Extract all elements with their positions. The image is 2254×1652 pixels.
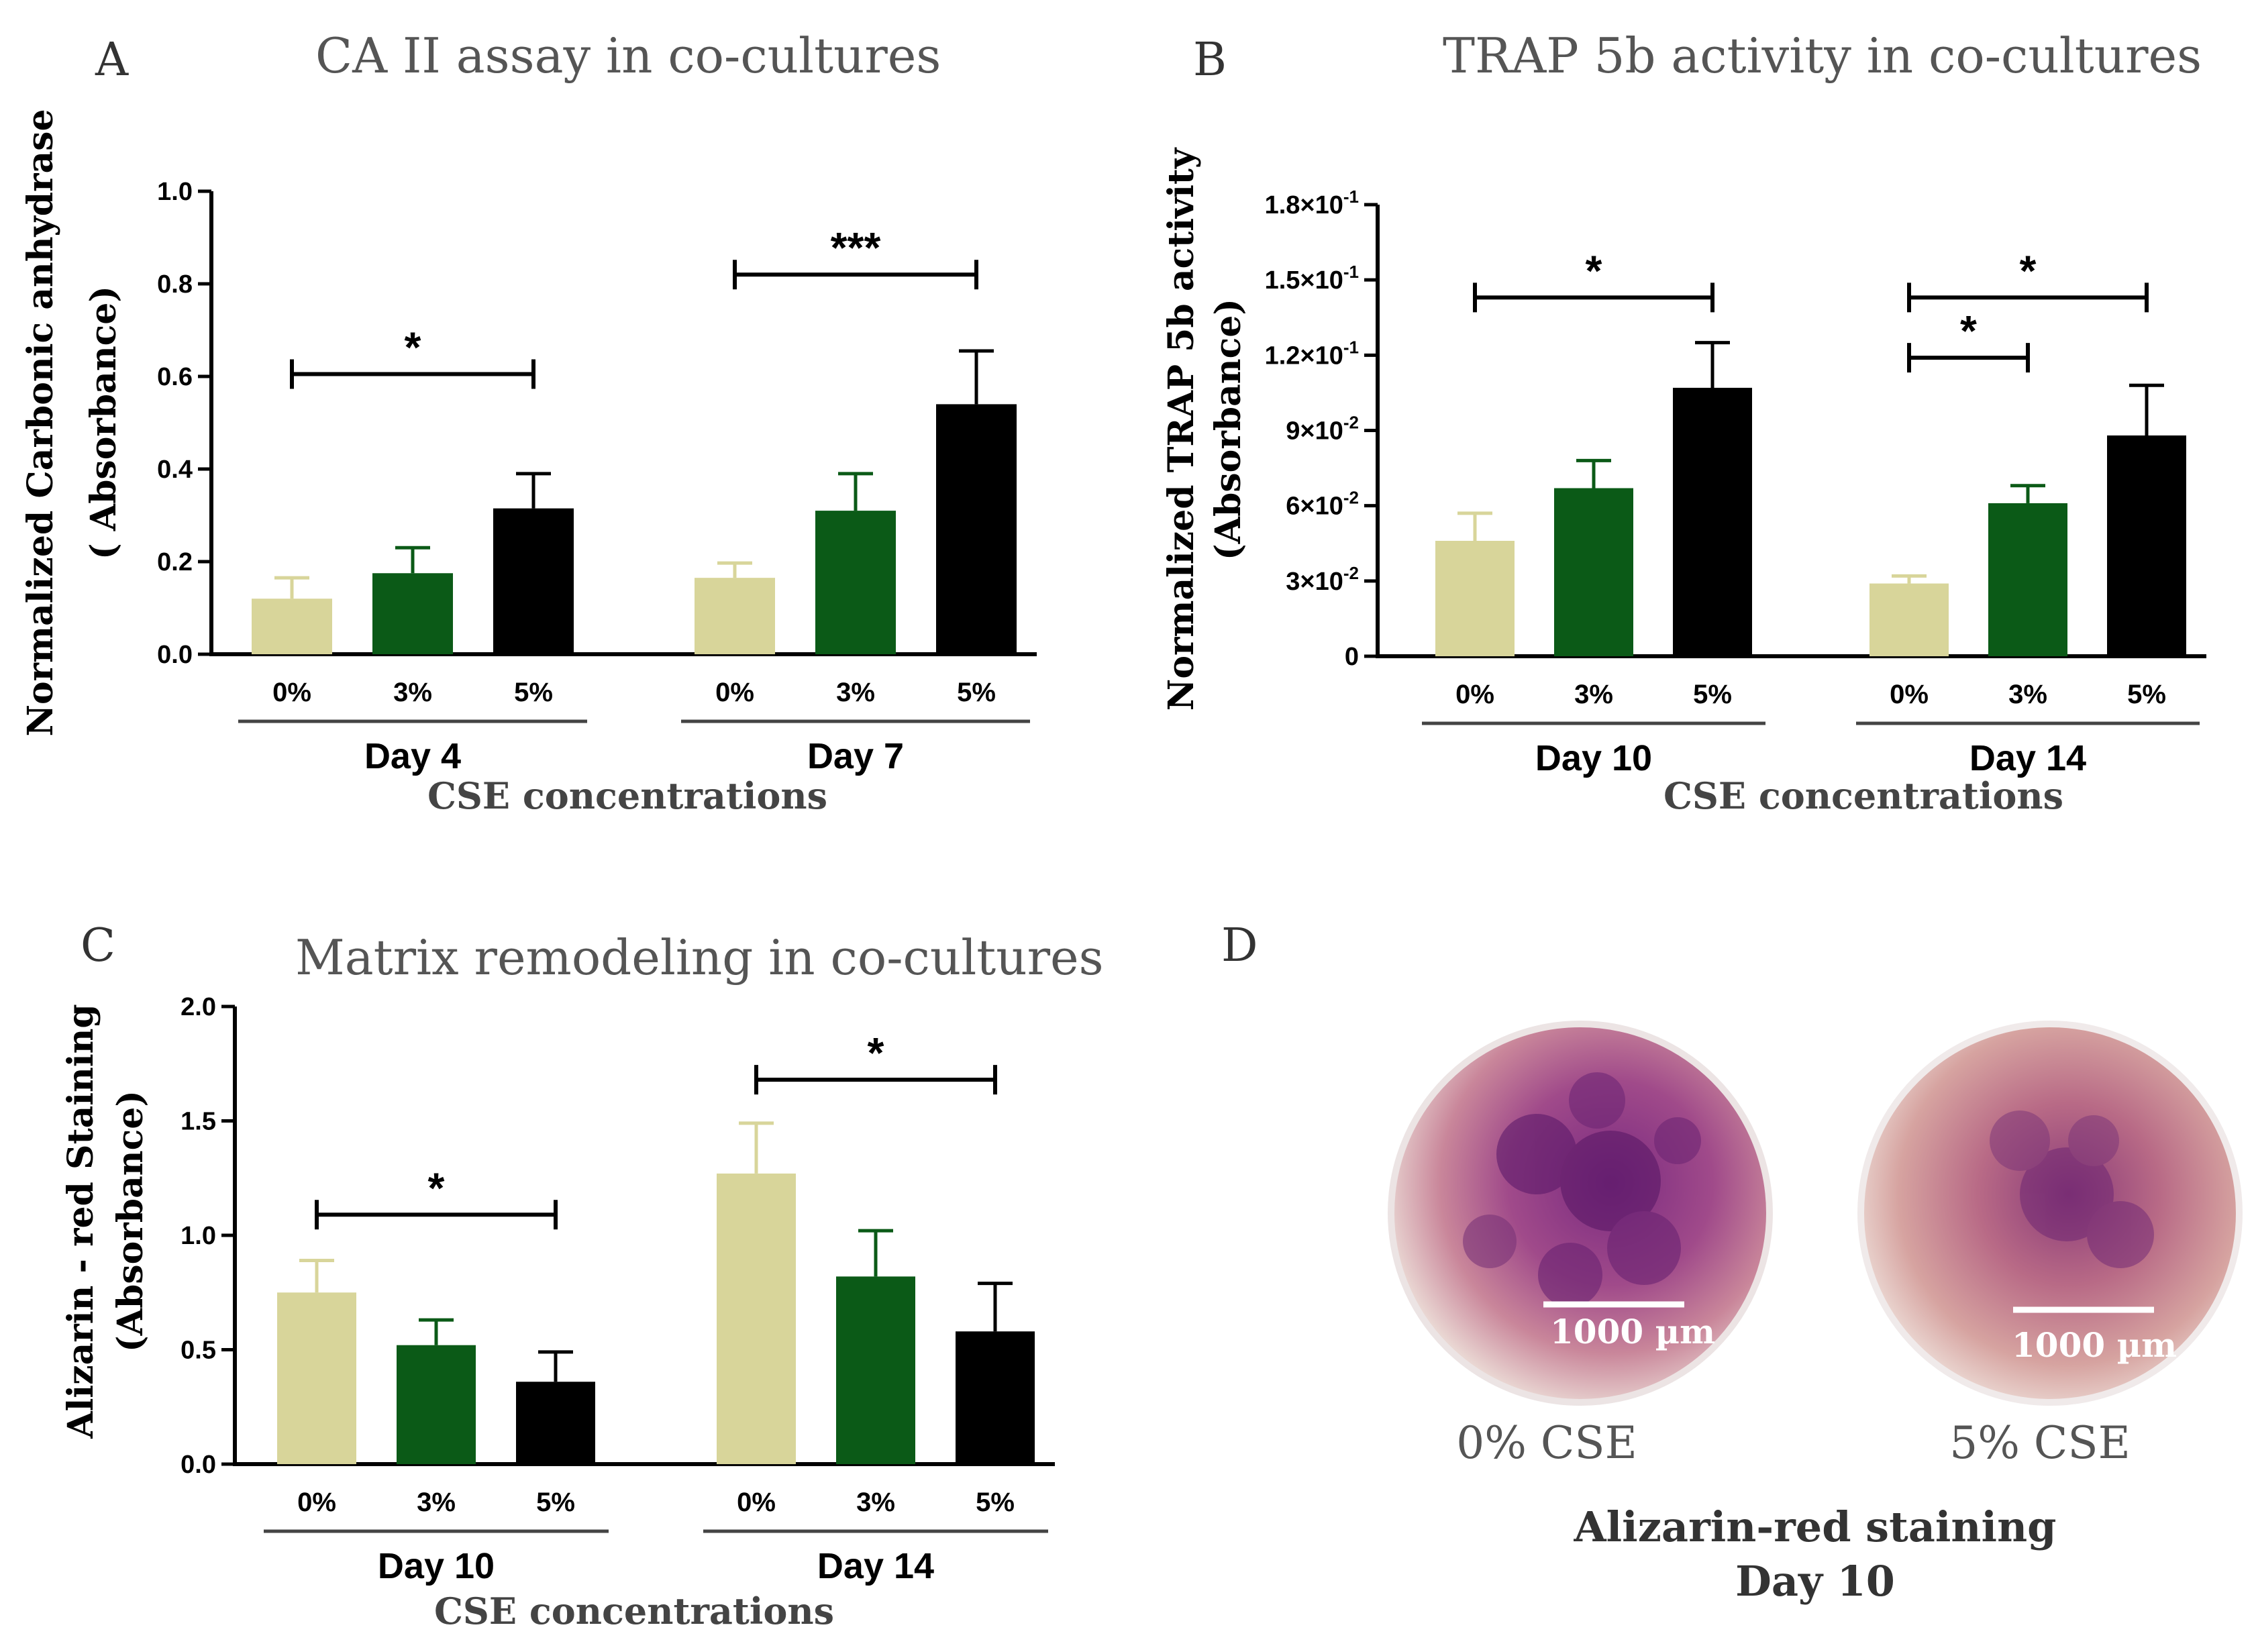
significance-label: *** <box>831 223 881 272</box>
group-label: Day 10 <box>1535 738 1652 778</box>
bar-0pct <box>695 578 775 654</box>
y-tick-label: 0.5 <box>181 1337 216 1365</box>
significance-label: * <box>2020 246 2037 295</box>
panel-title-b: TRAP 5b activity in co-cultures <box>1443 28 2202 84</box>
bar-0pct <box>277 1292 356 1464</box>
bar-3pct <box>1554 488 1633 656</box>
well-caption-5: 5% CSE <box>1949 1417 2131 1469</box>
x-category-label: 0% <box>737 1488 776 1517</box>
y-tick-label: 0.2 <box>157 548 193 576</box>
bar-5pct <box>956 1331 1035 1464</box>
bar-0pct <box>717 1173 796 1464</box>
y-axis-label: Alizarin - red Staining <box>60 1004 101 1439</box>
group-label: Day 7 <box>807 736 904 776</box>
bar-3pct <box>1988 503 2067 656</box>
well-image-5-cse: 1000 µm <box>1857 1021 2243 1406</box>
y-axis-label: Normalized Carbonic anhydrase <box>20 109 61 736</box>
bar-5pct <box>493 508 574 654</box>
x-category-label: 0% <box>715 678 754 707</box>
x-category-label: 5% <box>2127 680 2166 709</box>
group-label: Day 14 <box>1969 738 2086 778</box>
chart-matrix-remodeling: 0.0 0.5 1.0 1.5 2.0 0% 3% 5% Day 10 * 0% 3% 5% Day 14… <box>60 993 1055 1633</box>
bar-0pct <box>252 599 332 654</box>
x-category-label: 3% <box>417 1488 456 1517</box>
panel-d-caption-line-1: Alizarin-red staining <box>1574 1502 2057 1551</box>
bar-0pct <box>1435 541 1515 656</box>
x-axis-label: CSE concentrations <box>1663 774 2063 817</box>
y-tick-label: 0 <box>1345 643 1359 671</box>
bar-3pct <box>836 1276 915 1464</box>
x-category-label: 5% <box>536 1488 575 1517</box>
y-tick-label: 0.0 <box>157 641 193 669</box>
y-tick-label: 1.5 <box>181 1108 216 1136</box>
bar-5pct <box>2107 435 2186 656</box>
y-tick-label: 0.6 <box>157 363 193 391</box>
panel-title-a: CA II assay in co-cultures <box>315 28 941 84</box>
x-category-label: 5% <box>1693 680 1732 709</box>
scale-bar-label-5: 1000 µm <box>2012 1325 2177 1365</box>
bar-3pct <box>397 1345 476 1464</box>
significance-label: * <box>868 1029 884 1077</box>
x-category-label: 5% <box>976 1488 1015 1517</box>
y-tick-label: 1.5×10-1 <box>1265 262 1359 295</box>
panel-label-c: C <box>81 919 115 972</box>
y-tick-label: 1.0 <box>181 1222 216 1250</box>
group-label: Day 4 <box>364 736 461 776</box>
bar-5pct <box>516 1382 595 1464</box>
x-category-label: 3% <box>393 678 432 707</box>
y-tick-label: 0.4 <box>157 456 193 484</box>
y-axis-label: ( Absorbance) <box>83 286 124 560</box>
chart-ca-ii: 0.0 0.2 0.4 0.6 0.8 1.0 0% 3% 5% Day 4 * 0% 3% 5% Day … <box>20 109 1037 817</box>
y-tick-label: 0.0 <box>181 1451 216 1479</box>
y-tick-label: 6×10-2 <box>1286 488 1359 521</box>
bar-0pct <box>1869 583 1949 656</box>
y-axis-label: (Absorbance) <box>110 1090 151 1352</box>
chart-trap-5b: 0 3×10-2 6×10-2 9×10-2 1.2×10-1 1.5×10-1 1.8×1… <box>1161 147 2206 817</box>
panel-label-a: A <box>95 34 129 87</box>
x-category-label: 0% <box>272 678 311 707</box>
x-category-label: 0% <box>1455 680 1494 709</box>
panel-d-caption-line-2: Day 10 <box>1735 1557 1895 1606</box>
y-tick-label: 1.2×10-1 <box>1265 337 1359 370</box>
bar-5pct <box>936 404 1017 654</box>
panel-label-d: D <box>1221 919 1258 972</box>
y-tick-label: 1.8×10-1 <box>1265 187 1359 219</box>
significance-label: * <box>1960 307 1977 355</box>
x-category-label: 5% <box>957 678 996 707</box>
y-axis-label: (Absorbance) <box>1208 299 1249 560</box>
y-tick-label: 1.0 <box>157 178 193 206</box>
bar-5pct <box>1673 387 1752 656</box>
y-axis-label: Normalized TRAP 5b activity <box>1161 147 1202 711</box>
x-category-label: 0% <box>1890 680 1929 709</box>
significance-label: * <box>428 1164 445 1212</box>
well-caption-0: 0% CSE <box>1456 1417 1637 1469</box>
y-tick-label: 3×10-2 <box>1286 563 1359 596</box>
panel-title-c: Matrix remodeling in co-cultures <box>295 929 1104 986</box>
x-category-label: 0% <box>297 1488 336 1517</box>
significance-label: * <box>405 323 421 372</box>
x-category-label: 5% <box>514 678 553 707</box>
scale-bar-label-0: 1000 µm <box>1550 1312 1715 1351</box>
x-category-label: 3% <box>1574 680 1613 709</box>
bar-3pct <box>815 511 896 654</box>
panel-d-images: 1000 µm 1000 µm 0% CSE 5% CSE Alizarin-r… <box>1388 1021 2243 1606</box>
well-image-0-cse: 1000 µm <box>1388 1021 1773 1406</box>
group-label: Day 14 <box>817 1546 934 1586</box>
group-label: Day 10 <box>378 1546 495 1586</box>
y-tick-label: 0.8 <box>157 270 193 299</box>
x-axis-label: CSE concentrations <box>427 774 827 817</box>
y-tick-label: 2.0 <box>181 993 216 1021</box>
x-category-label: 3% <box>836 678 875 707</box>
x-category-label: 3% <box>2008 680 2047 709</box>
panel-label-b: B <box>1193 34 1227 87</box>
x-category-label: 3% <box>856 1488 895 1517</box>
x-axis-label: CSE concentrations <box>434 1590 834 1633</box>
bar-3pct <box>372 573 453 654</box>
y-tick-label: 9×10-2 <box>1286 413 1359 446</box>
significance-label: * <box>1586 246 1602 295</box>
